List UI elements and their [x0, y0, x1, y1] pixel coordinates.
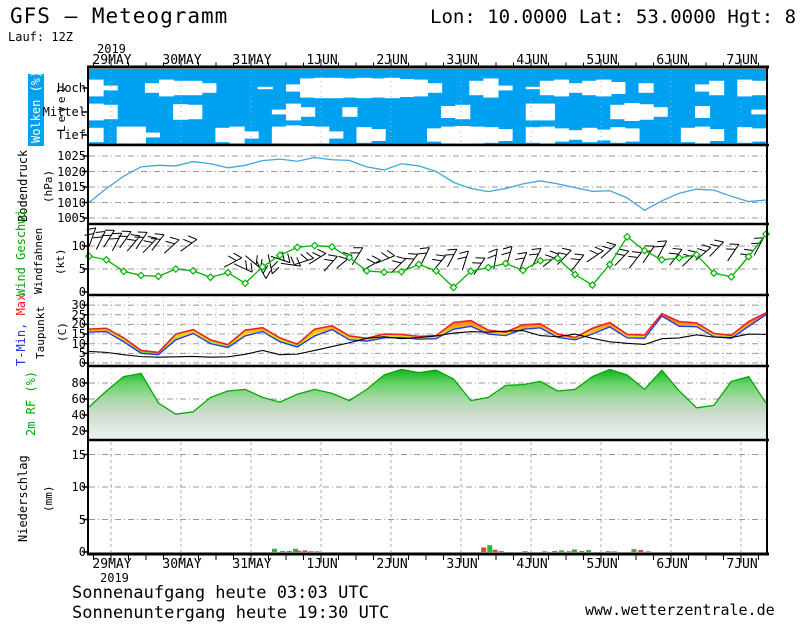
x-date-label-bottom: 1JUN [306, 557, 338, 572]
x-date-label-bottom: 6JUN [656, 557, 688, 572]
humidity-tick: 20 [71, 424, 86, 438]
humidity-panel-label: 2m RF (%) [24, 370, 38, 436]
x-date-label-top: 4JUN [516, 53, 548, 68]
tmin-label: T-Min, [14, 322, 28, 366]
x-date-label-top: 31MAY [232, 53, 272, 68]
sunset-text: Sonnenuntergang heute 19:30 UTC [72, 603, 390, 623]
temp-tick: 10 [71, 336, 86, 351]
x-date-label-bottom: 5JUN [586, 557, 618, 572]
x-date-label-top: 6JUN [656, 53, 688, 68]
temp-tick: 0 [78, 356, 86, 370]
x-date-label-bottom: 31MAY [232, 557, 272, 572]
year-label-top: 2019 [97, 42, 126, 56]
x-date-label-top: 29MAY [92, 53, 132, 68]
precip-panel-label: Niederschlag [16, 455, 30, 542]
model-run-label: Lauf: 12Z [8, 30, 74, 44]
x-date-label-top: 3JUN [446, 53, 478, 68]
pressure-tick: 1015 [57, 180, 86, 194]
pressure-tick: 1025 [57, 149, 86, 163]
meteogram-plot [82, 59, 771, 563]
x-date-label-bottom: 3JUN [446, 557, 478, 572]
precip-tick: 0 [78, 545, 86, 559]
wind-tick: 0 [78, 285, 86, 299]
precip-tick: 15 [71, 447, 86, 462]
temp-tick: 25 [71, 307, 86, 322]
website-watermark: www.wetterzentrale.de [585, 601, 775, 619]
x-date-label-bottom: 2JUN [376, 557, 408, 572]
cloud-level-tick: Tief [57, 128, 86, 142]
temp-tick: 30 [71, 298, 86, 313]
year-label-bottom: 2019 [100, 571, 129, 585]
sunrise-text: Sonnenaufgang heute 03:03 UTC [72, 583, 369, 603]
tmax-label: Max [14, 293, 28, 323]
x-date-label-bottom: 29MAY [92, 557, 132, 572]
precip-tick: 10 [71, 480, 86, 494]
temp-tick: 20 [71, 317, 86, 332]
x-date-label-top: 7JUN [726, 53, 758, 68]
temp-panel-label: T-Min, Max [14, 294, 28, 366]
x-date-label-bottom: 4JUN [516, 557, 548, 572]
page-title: GFS – Meteogramm [10, 4, 229, 28]
wind-tick: 10 [71, 239, 86, 253]
cloud-level-tick: Hoch [57, 81, 86, 95]
x-date-label-bottom: 7JUN [726, 557, 758, 572]
pressure-tick: 1020 [57, 164, 86, 179]
location-coordinates: Lon: 10.0000 Lat: 53.0000 Hgt: 8 [430, 6, 797, 28]
wind-panel-label: Wind Geschwi. [14, 202, 28, 296]
x-date-label-top: 2JUN [376, 53, 408, 68]
humidity-tick: 60 [71, 392, 86, 406]
cloud-level-tick: Mittel [42, 105, 86, 119]
pressure-tick: 1005 [57, 211, 86, 225]
x-date-label-top: 30MAY [162, 53, 202, 68]
x-date-label-top: 5JUN [586, 53, 618, 68]
temp-tick: 5 [78, 346, 86, 361]
x-date-label-bottom: 30MAY [162, 557, 202, 572]
x-date-label-top: 1JUN [306, 53, 338, 68]
pressure-tick: 1010 [57, 195, 86, 210]
wind-tick: 5 [78, 262, 86, 276]
temp-tick: 15 [71, 327, 86, 342]
precip-tick: 5 [78, 512, 86, 527]
humidity-tick: 40 [71, 408, 86, 422]
humidity-tick: 80 [71, 376, 86, 390]
